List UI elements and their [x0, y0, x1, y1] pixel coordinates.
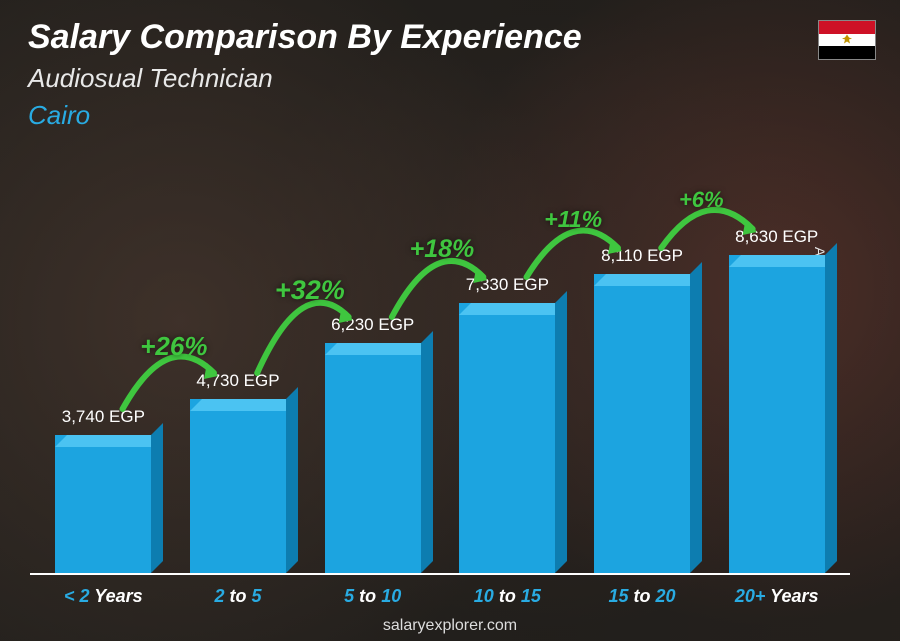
bar-group: 8,630 EGP — [713, 227, 840, 573]
flag-egypt — [818, 20, 876, 60]
bar-front-face — [190, 399, 286, 573]
bar-side-face — [151, 423, 163, 573]
bar — [594, 274, 690, 573]
bar-value-label: 7,330 EGP — [466, 275, 549, 295]
bar-value-label: 4,730 EGP — [196, 371, 279, 391]
bar — [190, 399, 286, 573]
increase-pct-badge: +6% — [679, 187, 724, 213]
x-axis-labels: < 2 Years 2 to 5 5 to 10 10 to 15 15 to 20 20… — [40, 586, 840, 607]
bar-top-face — [594, 274, 702, 286]
bar-value-label: 6,230 EGP — [331, 315, 414, 335]
bar-side-face — [825, 243, 837, 573]
chart-area: 3,740 EGP 4,730 EGP 6,230 EGP 7,330 EGP 8,11… — [40, 140, 840, 573]
subtitle: Audiosual Technician — [28, 63, 582, 94]
bar — [459, 303, 555, 573]
bar-top-face — [190, 399, 298, 411]
bar-group: 8,110 EGP — [579, 246, 706, 573]
page-title: Salary Comparison By Experience — [28, 18, 582, 57]
bar-group: 4,730 EGP — [175, 371, 302, 573]
x-axis-label: 20+ Years — [713, 586, 840, 607]
bar-top-face — [459, 303, 567, 315]
location: Cairo — [28, 100, 582, 131]
bar-group: 3,740 EGP — [40, 407, 167, 573]
bar-top-face — [325, 343, 433, 355]
bar — [55, 435, 151, 573]
x-axis-label: 2 to 5 — [175, 586, 302, 607]
x-axis-label: 15 to 20 — [579, 586, 706, 607]
bar-front-face — [729, 255, 825, 573]
x-axis-label: < 2 Years — [40, 586, 167, 607]
increase-pct-badge: +32% — [275, 275, 345, 306]
bar-value-label: 8,110 EGP — [601, 246, 683, 266]
x-axis-label: 10 to 15 — [444, 586, 571, 607]
flag-emblem-icon — [840, 35, 854, 46]
bar-side-face — [690, 262, 702, 573]
x-axis-label: 5 to 10 — [309, 586, 436, 607]
bar-front-face — [325, 343, 421, 573]
bar-side-face — [286, 387, 298, 573]
baseline — [30, 573, 850, 575]
bar — [325, 343, 421, 573]
footer-watermark: salaryexplorer.com — [0, 617, 900, 635]
bar-value-label: 8,630 EGP — [735, 227, 818, 247]
flag-stripe-white — [819, 34, 875, 47]
flag-stripe-red — [819, 21, 875, 34]
bar-group: 6,230 EGP — [309, 315, 436, 573]
bar-front-face — [459, 303, 555, 573]
bar — [729, 255, 825, 573]
flag-stripe-black — [819, 46, 875, 59]
increase-pct-badge: +18% — [410, 235, 475, 264]
title-block: Salary Comparison By Experience Audiosua… — [28, 18, 582, 131]
bar-front-face — [55, 435, 151, 573]
bar-side-face — [421, 331, 433, 573]
bar-top-face — [55, 435, 163, 447]
increase-pct-badge: +26% — [140, 331, 207, 362]
bar-top-face — [729, 255, 837, 267]
bar-front-face — [594, 274, 690, 573]
increase-pct-badge: +11% — [544, 206, 602, 233]
bar-side-face — [555, 291, 567, 573]
chart-container: Salary Comparison By Experience Audiosua… — [0, 0, 900, 641]
bar-value-label: 3,740 EGP — [62, 407, 145, 427]
bar-group: 7,330 EGP — [444, 275, 571, 573]
